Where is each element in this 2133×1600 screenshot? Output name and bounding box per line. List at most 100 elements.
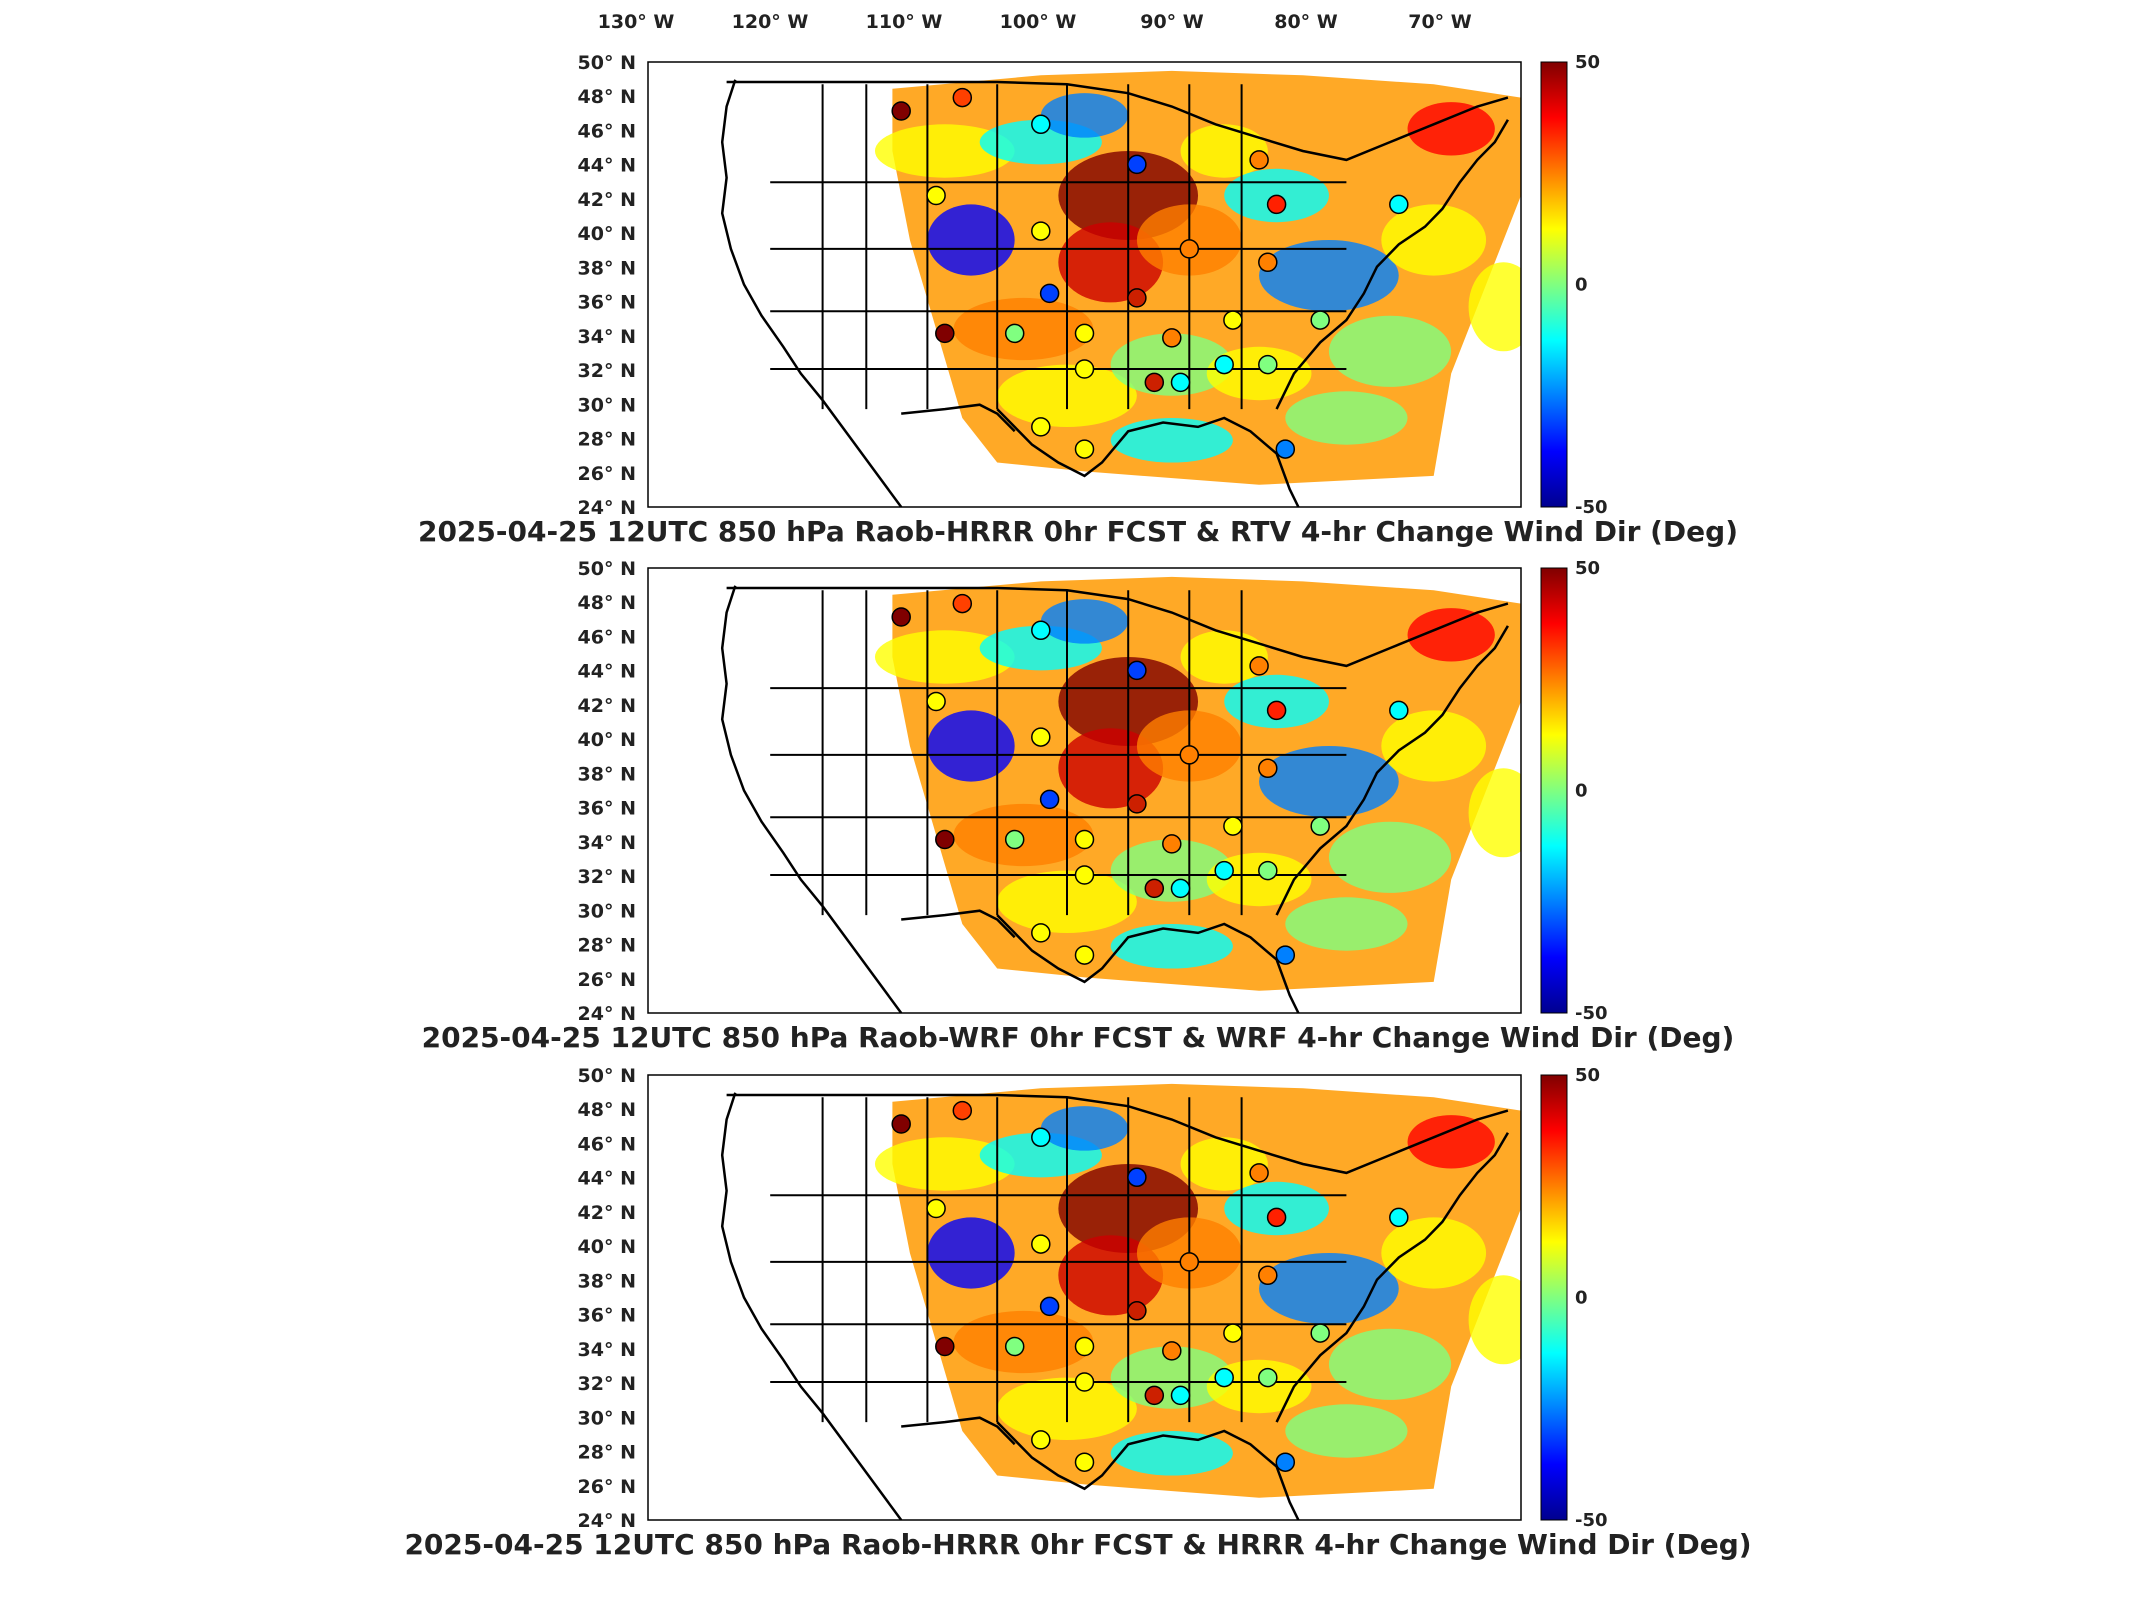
field-region — [1407, 102, 1495, 156]
field-region — [927, 1217, 1015, 1289]
field-region — [1058, 222, 1164, 303]
raob-station-marker — [1258, 354, 1278, 375]
raob-station-marker — [952, 1100, 973, 1121]
lon-tick-label: 80° W — [1274, 11, 1338, 33]
raob-station-marker — [1179, 745, 1200, 765]
raob-station-marker — [1127, 154, 1147, 175]
field-region — [1381, 1217, 1487, 1289]
field-region — [1381, 710, 1487, 782]
map-frame — [647, 61, 1522, 508]
raob-station-marker — [1258, 758, 1278, 779]
raob-station-marker — [1162, 834, 1182, 854]
field-region — [1206, 852, 1312, 907]
lat-tick-label: 46° N — [578, 120, 636, 142]
lat-tick-label: 32° N — [578, 866, 636, 888]
raob-station-marker — [935, 829, 955, 850]
panel-title: 2025-04-25 12UTC 850 hPa Raob-WRF 0hr FC… — [422, 1021, 1735, 1054]
field-region — [927, 710, 1015, 782]
raob-station-marker — [1258, 252, 1278, 273]
lon-tick-label: 110° W — [866, 11, 943, 33]
canada-border — [726, 586, 1509, 668]
field-region — [874, 1137, 1015, 1191]
mexico-border — [901, 1416, 1016, 1446]
raob-station-marker — [952, 593, 973, 614]
field-region — [1058, 1235, 1164, 1316]
canada-border — [726, 80, 1509, 162]
lat-tick-label: 48° N — [578, 86, 636, 108]
field-region — [874, 124, 1015, 178]
lat-tick-label: 50° N — [578, 558, 636, 580]
raob-station-marker — [1179, 1252, 1200, 1272]
colorbar-max-label: 50 — [1575, 1065, 1600, 1086]
raob-station-marker — [1310, 310, 1330, 330]
raob-station-marker — [1039, 1296, 1060, 1317]
map-panel: 50° N 48° N 46° N 44° N 42° N 40° N 38° N 36° N… — [404, 1065, 1751, 1561]
lat-tick-label: 26° N — [578, 463, 636, 485]
raob-station-marker — [1074, 865, 1095, 885]
raob-station-marker — [935, 1336, 955, 1357]
field-region — [1206, 346, 1312, 401]
raob-station-marker — [1389, 700, 1409, 721]
field-region — [1328, 315, 1452, 387]
lon-tick-label: 90° W — [1140, 11, 1204, 33]
raob-station-marker — [1310, 816, 1330, 836]
raob-station-marker — [1127, 1167, 1147, 1188]
raob-station-marker — [1162, 328, 1182, 348]
raob-station-marker — [1170, 1385, 1191, 1406]
raob-station-marker — [1031, 1234, 1051, 1254]
field-region — [1468, 262, 1521, 352]
field-region — [1285, 391, 1408, 445]
raob-station-marker — [1127, 794, 1147, 814]
raob-station-marker — [1031, 923, 1051, 943]
raob-station-marker — [1074, 829, 1095, 850]
field-region — [1328, 1328, 1452, 1400]
raob-station-marker — [926, 185, 946, 206]
west-coastline — [720, 79, 903, 507]
mexico-border — [901, 403, 1016, 433]
raob-station-marker — [1170, 372, 1191, 393]
lat-tick-label: 26° N — [578, 1476, 636, 1498]
raob-station-marker — [1258, 860, 1278, 881]
lat-tick-label: 34° N — [578, 832, 636, 854]
lat-tick-label: 34° N — [578, 326, 636, 348]
field-region — [953, 1310, 1094, 1374]
gulf-coastline — [996, 914, 1300, 1013]
raob-station-marker — [1004, 323, 1025, 344]
lat-tick-label: 40° N — [578, 1236, 636, 1258]
raob-station-marker — [1039, 283, 1060, 304]
raob-station-marker — [1031, 114, 1051, 135]
lat-tick-label: 48° N — [578, 592, 636, 614]
raob-station-marker — [1170, 878, 1191, 899]
field-region — [1328, 821, 1452, 893]
raob-station-marker — [1031, 1127, 1051, 1148]
lat-tick-label: 50° N — [578, 1065, 636, 1087]
field-region — [1285, 897, 1408, 951]
field-region — [1259, 1253, 1399, 1325]
lat-tick-label: 42° N — [578, 1202, 636, 1224]
west-coastline — [720, 585, 903, 1013]
raob-station-marker — [1127, 288, 1147, 308]
raob-station-marker — [1214, 354, 1234, 375]
lat-tick-label: 40° N — [578, 729, 636, 751]
raob-station-marker — [1074, 1452, 1095, 1472]
raob-station-marker — [1004, 1336, 1025, 1357]
field-region — [1058, 728, 1164, 809]
colorbar-mid-label: 0 — [1575, 275, 1588, 296]
lat-tick-label: 28° N — [578, 429, 636, 451]
raob-station-marker — [1074, 439, 1095, 459]
lat-tick-label: 24° N — [578, 1003, 636, 1025]
raob-station-marker — [1249, 150, 1269, 170]
lat-tick-label: 38° N — [578, 1270, 636, 1292]
raob-station-marker — [1031, 221, 1051, 241]
raob-station-marker — [1266, 194, 1287, 215]
raob-station-marker — [926, 1198, 946, 1219]
field-region — [1110, 839, 1233, 902]
field-region — [1206, 1359, 1312, 1414]
map-panel: 50° N 48° N 46° N 44° N 42° N 40° N 38° N 36° N… — [418, 52, 1738, 548]
raob-station-marker — [1249, 656, 1269, 676]
raob-station-marker — [891, 1114, 911, 1134]
lon-tick-label: 130° W — [598, 11, 675, 33]
lat-tick-label: 48° N — [578, 1099, 636, 1121]
field-region — [927, 204, 1015, 276]
